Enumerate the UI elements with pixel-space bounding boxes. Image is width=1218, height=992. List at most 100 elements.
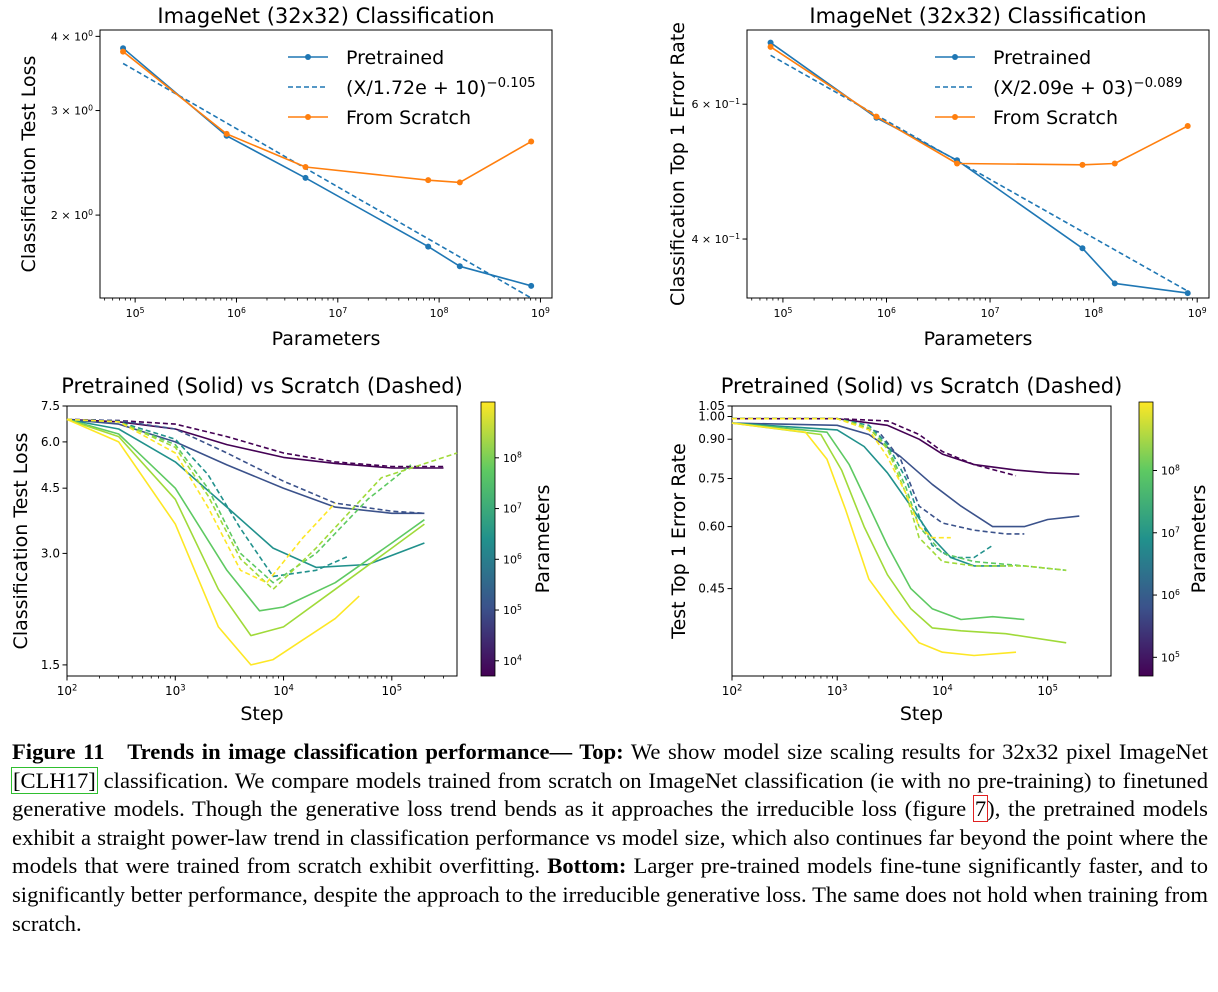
- data-point: [1079, 161, 1086, 168]
- plot-frame: [731, 405, 1112, 677]
- plot-frame: [99, 29, 553, 299]
- x-axis-label: Step: [240, 703, 283, 725]
- data-point: [425, 243, 432, 250]
- x-tick-label: 106: [227, 306, 246, 320]
- legend-marker: [952, 114, 958, 120]
- data-point: [1111, 160, 1118, 167]
- colorbar-tick-label: 106: [503, 552, 522, 566]
- chart-title: ImageNet (32x32) Classification: [157, 4, 494, 28]
- citation-link[interactable]: [CLH17]: [11, 766, 98, 794]
- series-line: [732, 417, 1080, 475]
- y-tick-label: 6.0: [41, 435, 60, 449]
- plot-frame: [746, 29, 1210, 299]
- legend-label: (X/1.72e + 10)−0.105: [346, 76, 536, 99]
- legend-marker: [305, 54, 311, 60]
- series-line: [66, 418, 412, 584]
- colorbar-label: Parameters: [532, 485, 554, 594]
- colorbar-tick-label: 106: [1161, 588, 1180, 602]
- chart-title: Pretrained (Solid) vs Scratch (Dashed): [721, 374, 1123, 398]
- colorbar-tick-label: 107: [503, 501, 522, 515]
- x-axis-label: Step: [900, 703, 943, 725]
- colorbar-tick-label: 105: [1161, 650, 1180, 664]
- y-tick-label: 4 × 10−1: [691, 232, 740, 246]
- y-axis-label: Classification Test Loss: [18, 56, 40, 273]
- legend-marker: [952, 54, 958, 60]
- y-tick-label: 6 × 10−1: [691, 97, 740, 111]
- series-line: [731, 422, 1025, 621]
- series-line: [732, 417, 1067, 572]
- x-tick-label: 107: [981, 306, 1000, 320]
- series-line: [770, 46, 1189, 166]
- chart-2: 105 106 107 108 109 4 × 10−1 6 × 10−1 ImageNet …: [667, 4, 1210, 350]
- series-line: [731, 422, 1067, 644]
- series-line: [66, 418, 444, 469]
- caption-title: Trends in image classification performan…: [127, 739, 624, 764]
- x-tick-label: 102: [57, 682, 78, 698]
- series-line: [731, 422, 1017, 657]
- series-line: [66, 418, 425, 637]
- series-line: [731, 422, 1080, 528]
- x-tick-label: 108: [1084, 306, 1103, 320]
- x-tick-label: 109: [531, 306, 550, 320]
- caption-text-2: classification. We compare models traine…: [12, 767, 1208, 822]
- y-tick-label: 4 × 100: [51, 29, 93, 43]
- x-tick-label: 105: [773, 306, 792, 320]
- series-line: [66, 418, 458, 591]
- legend-label: From Scratch: [346, 107, 471, 129]
- data-point: [767, 43, 774, 50]
- series-line: [732, 417, 1067, 572]
- chart-title: ImageNet (32x32) Classification: [809, 4, 1146, 28]
- x-axis-label: Parameters: [272, 328, 381, 350]
- series-line: [732, 417, 1025, 535]
- figure-ref-link[interactable]: 7: [972, 795, 989, 823]
- series-line: [66, 418, 425, 612]
- legend-label: From Scratch: [993, 107, 1118, 129]
- x-tick-label: 103: [165, 682, 186, 698]
- series-line: [66, 418, 425, 515]
- series-line: [66, 418, 350, 578]
- series-line: [66, 418, 425, 515]
- y-tick-label: 3 × 100: [51, 103, 93, 117]
- plot-frame: [66, 405, 458, 677]
- data-point: [456, 263, 463, 270]
- colorbar: [1138, 401, 1154, 677]
- series-line: [731, 422, 1006, 567]
- data-point: [528, 138, 535, 145]
- data-point: [1184, 290, 1191, 297]
- caption-text-1: We show model size scaling results for 3…: [623, 739, 1208, 764]
- caption-label: Figure 11: [12, 739, 105, 764]
- y-tick-label: 2 × 100: [51, 208, 93, 222]
- data-point: [302, 174, 309, 181]
- x-tick-label: 105: [126, 306, 145, 320]
- colorbar-tick-label: 108: [503, 451, 522, 465]
- x-tick-label: 107: [328, 306, 347, 320]
- x-tick-label: 103: [827, 682, 848, 698]
- x-tick-label: 105: [1037, 682, 1058, 698]
- chart-title: Pretrained (Solid) vs Scratch (Dashed): [61, 374, 463, 398]
- colorbar-tick-label: 108: [1161, 463, 1180, 477]
- y-tick-label: 0.45: [698, 582, 725, 596]
- data-point: [873, 113, 880, 120]
- colorbar-label: Parameters: [1188, 485, 1210, 594]
- colorbar-tick-label: 105: [503, 603, 522, 617]
- y-axis-label: Test Top 1 Error Rate: [668, 443, 690, 640]
- x-tick-label: 104: [273, 682, 294, 698]
- caption-bottom-label: Bottom:: [547, 853, 627, 879]
- series-line: [122, 62, 532, 299]
- data-point: [456, 179, 463, 186]
- y-tick-label: 0.90: [698, 432, 725, 446]
- legend-label: (X/2.09e + 03)−0.089: [993, 76, 1183, 99]
- x-tick-label: 102: [722, 682, 743, 698]
- data-point: [528, 282, 535, 289]
- x-tick-label: 104: [932, 682, 953, 698]
- x-tick-label: 105: [382, 682, 403, 698]
- data-point: [302, 164, 309, 171]
- data-point: [1184, 122, 1191, 129]
- chart-4: 102 103 104 105 0.45 0.60 0.75 0.90 1.001.05Pret…: [668, 374, 1210, 725]
- figure-canvas: 105 106 107 108 109 2 × 100 3 × 100 4 × 100 Imag…: [10, 4, 1210, 725]
- y-tick-label: 0.60: [698, 520, 725, 534]
- y-tick-label: 4.5: [41, 481, 60, 495]
- caption-text-4: Larger pre-trained models fine-tune sign…: [12, 853, 1208, 936]
- y-tick-label: 0.75: [698, 472, 725, 486]
- data-point: [120, 48, 127, 55]
